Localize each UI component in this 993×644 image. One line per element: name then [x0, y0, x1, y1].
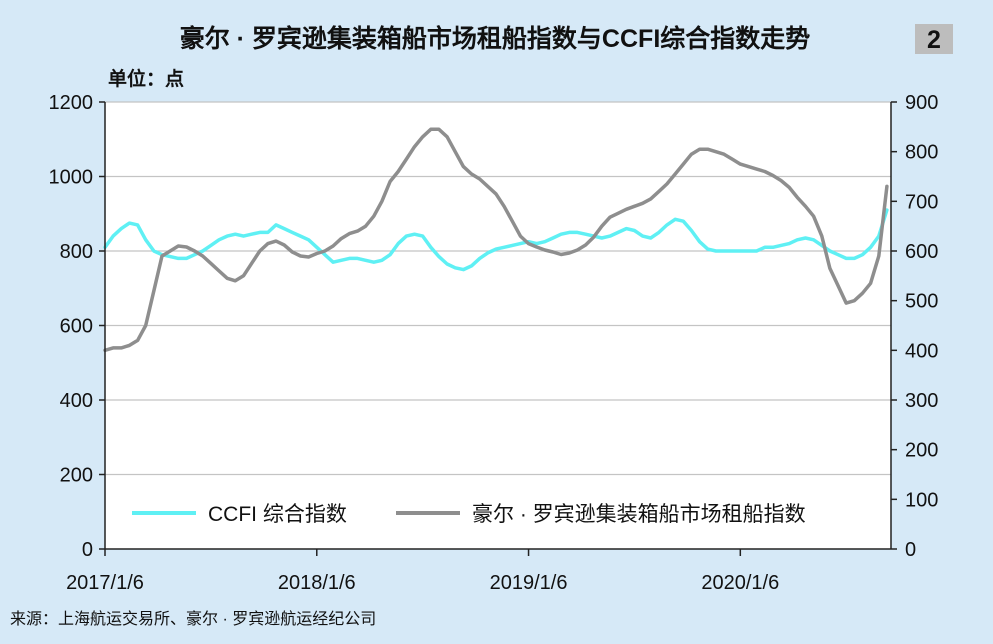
right-tick-label: 200 — [905, 440, 938, 462]
x-tick-label: 2020/1/6 — [701, 572, 779, 594]
x-tick-label: 2017/1/6 — [66, 572, 144, 594]
left-tick-label: 400 — [60, 390, 93, 412]
right-tick-label: 800 — [905, 142, 938, 164]
series-line-ccfi — [103, 208, 889, 272]
left-tick-label: 1000 — [49, 167, 94, 189]
right-tick-label: 0 — [905, 539, 916, 561]
right-tick-label: 700 — [905, 191, 938, 213]
right-axis-ticks: 0 100 200 300 400 500 600 700 800 900 — [891, 92, 938, 561]
left-tick-label: 200 — [60, 465, 93, 487]
legend-label-ccfi: CCFI 综合指数 — [208, 503, 347, 526]
series-line-howe-robinson — [103, 127, 889, 353]
right-tick-label: 100 — [905, 489, 938, 511]
x-axis-ticks: 2017/1/6 2018/1/6 2019/1/6 2020/1/6 — [66, 549, 779, 594]
right-tick-label: 900 — [905, 92, 938, 114]
left-tick-label: 600 — [60, 316, 93, 338]
legend: CCFI 综合指数 豪尔 · 罗宾逊集装箱船市场租船指数 — [132, 503, 806, 526]
series-lines — [103, 127, 889, 353]
figure-number-badge: 2 — [927, 26, 941, 54]
x-tick-label: 2018/1/6 — [278, 572, 356, 594]
unit-label: 单位：点 — [108, 67, 184, 90]
left-axis-ticks: 0 200 400 600 800 1000 1200 — [49, 92, 105, 561]
right-tick-label: 400 — [905, 340, 938, 362]
right-tick-label: 300 — [905, 390, 938, 412]
left-tick-label: 0 — [82, 539, 93, 561]
right-tick-label: 500 — [905, 291, 938, 313]
left-tick-label: 1200 — [49, 92, 94, 114]
legend-label-howe-robinson: 豪尔 · 罗宾逊集装箱船市场租船指数 — [472, 503, 806, 526]
right-tick-label: 600 — [905, 241, 938, 263]
source-note: 来源：上海航运交易所、豪尔 · 罗宾逊航运经纪公司 — [10, 609, 376, 628]
left-tick-label: 800 — [60, 241, 93, 263]
figure-number-badge-bg — [915, 24, 953, 54]
chart-title: 豪尔 · 罗宾逊集装箱船市场租船指数与CCFI综合指数走势 — [180, 24, 811, 53]
x-tick-label: 2019/1/6 — [490, 572, 568, 594]
